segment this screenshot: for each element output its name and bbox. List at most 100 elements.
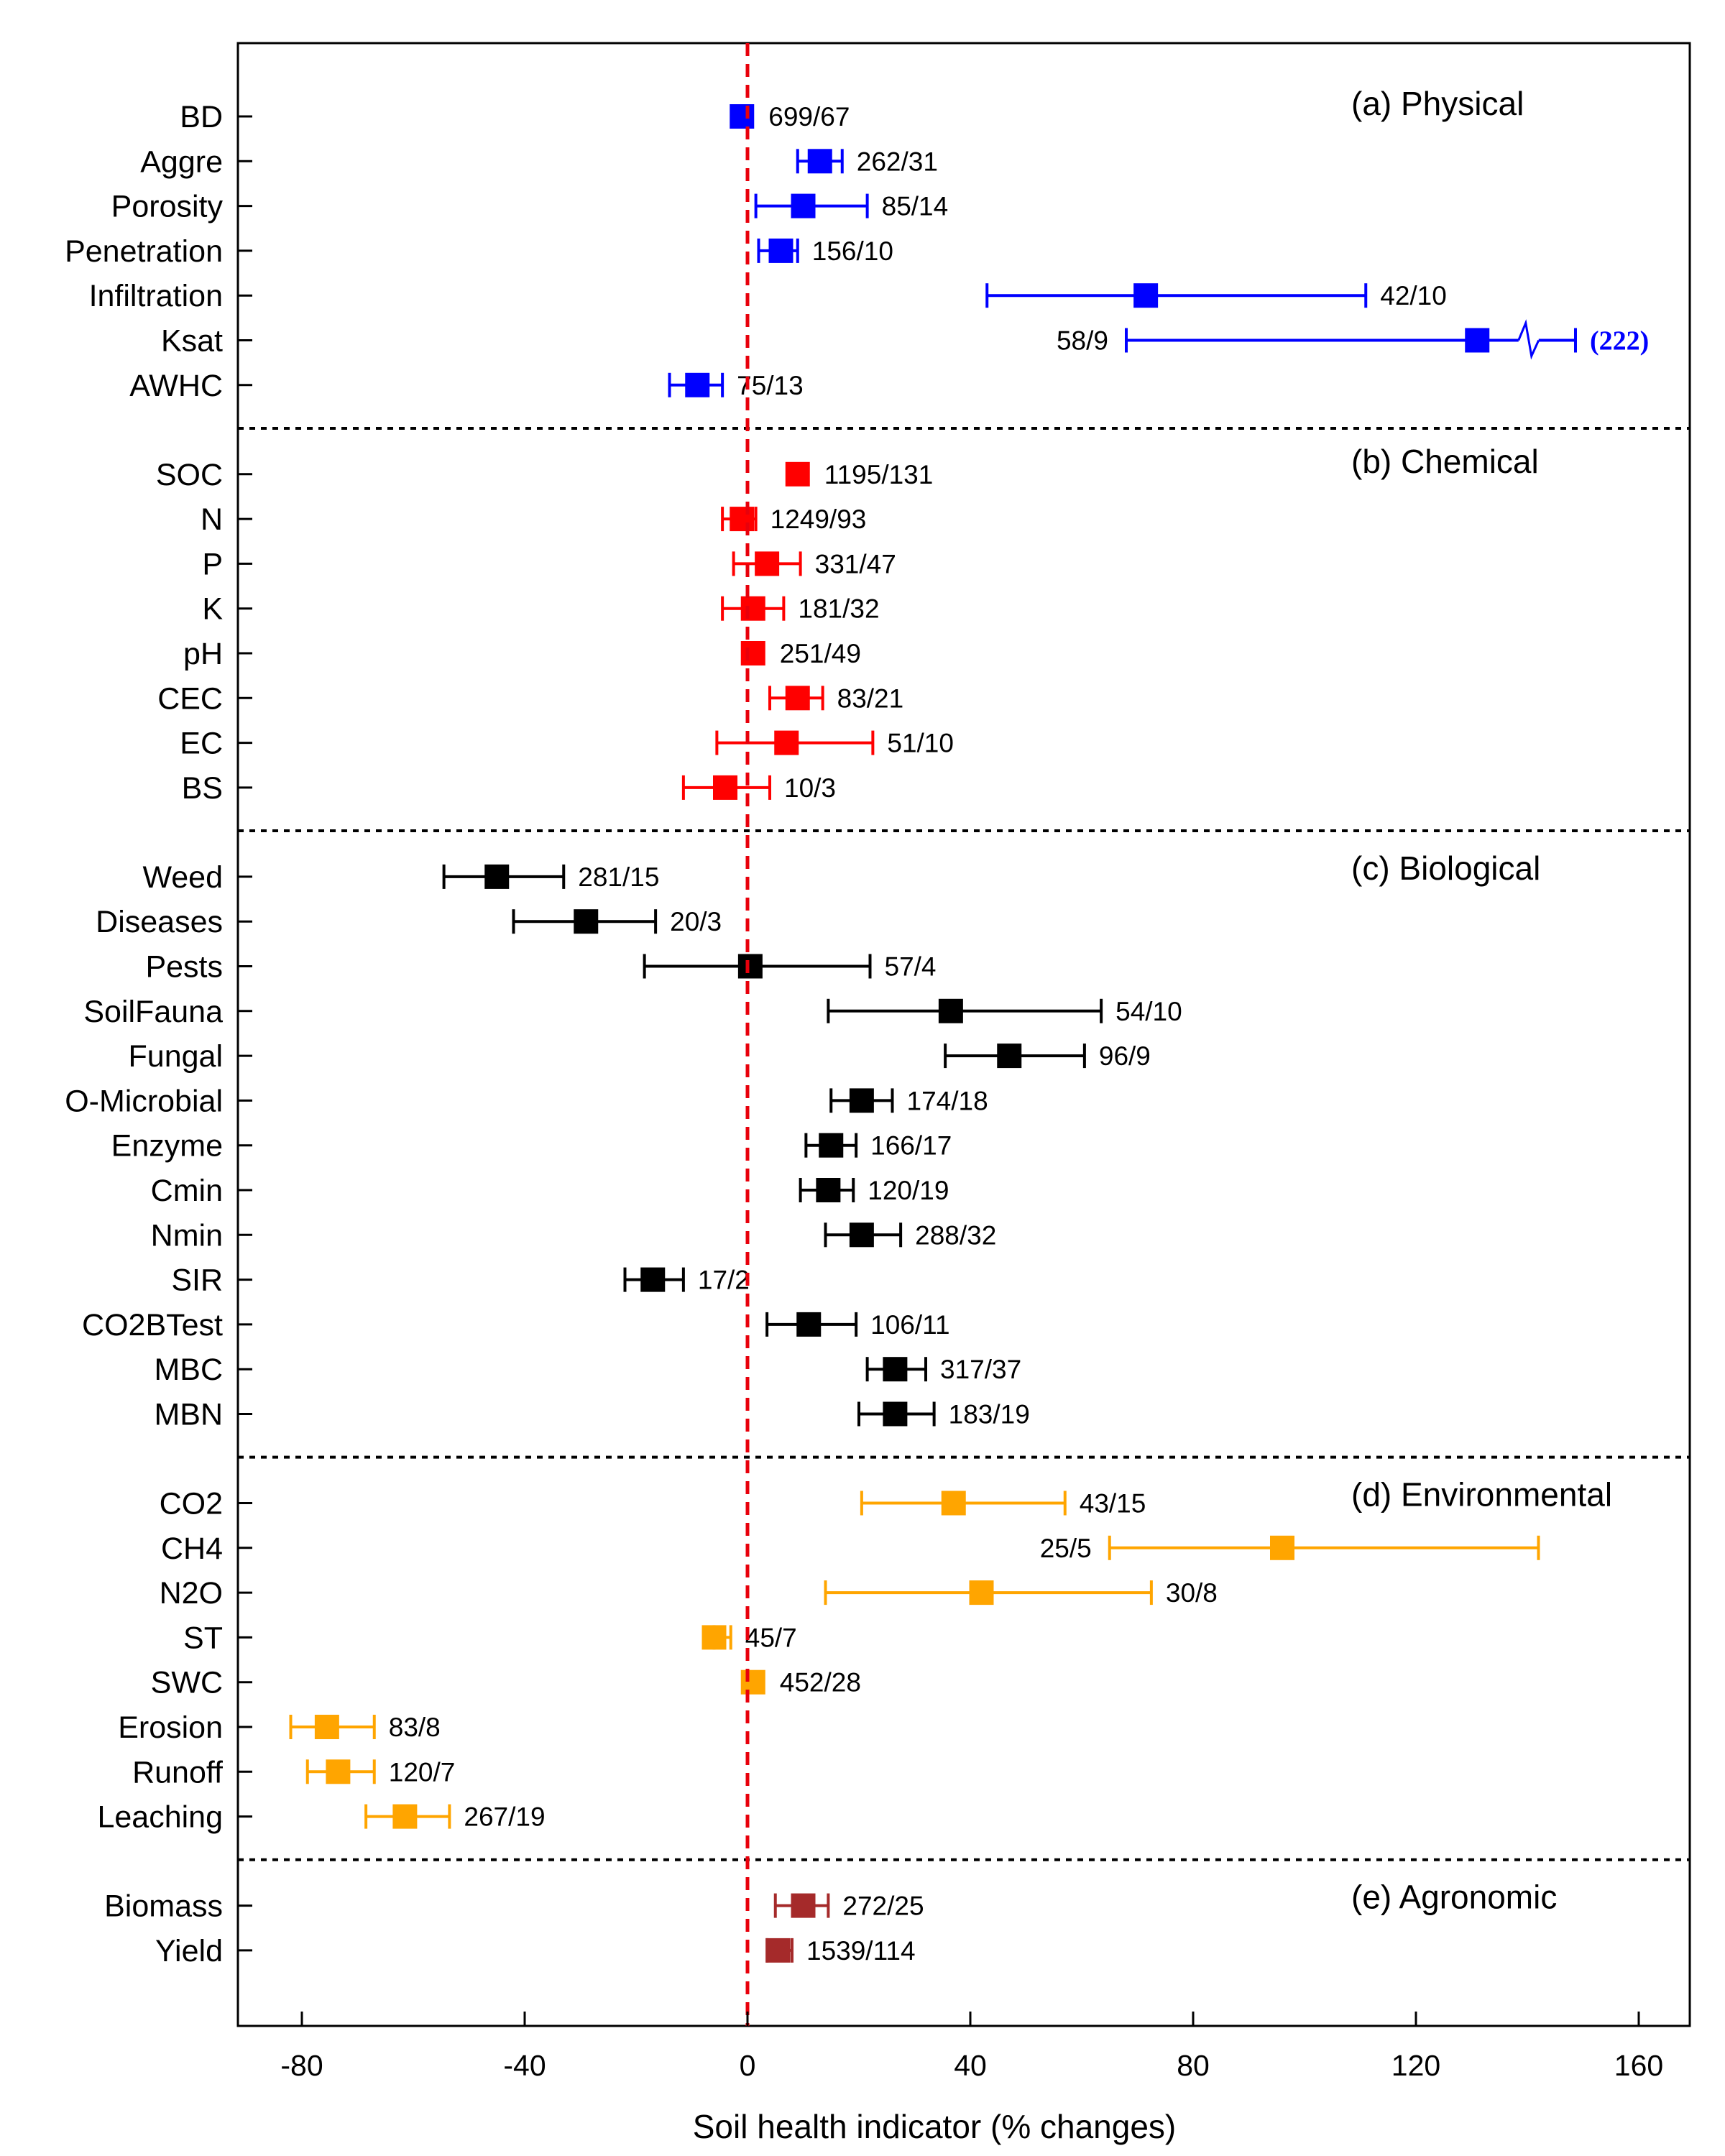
sample-count-label: 43/15 — [1080, 1489, 1146, 1519]
row-label: SWC — [151, 1666, 223, 1700]
mean-marker — [685, 372, 710, 397]
mean-marker — [740, 596, 765, 621]
mean-marker — [755, 551, 780, 576]
row-label: AWHC — [129, 369, 223, 403]
sample-count-label: 17/2 — [698, 1266, 750, 1295]
mean-marker — [816, 1178, 841, 1202]
row-co2: CO2 43/15 — [160, 1487, 1146, 1521]
row-k: K 181/32 — [202, 592, 879, 627]
mean-marker — [883, 1401, 908, 1427]
row-label: Runoff — [132, 1755, 224, 1789]
panel-title: (c) Biological — [1351, 849, 1540, 887]
row-soc: SOC 1195/131 — [156, 458, 934, 492]
x-tick-label: 120 — [1392, 2049, 1440, 2082]
row-weed: Weed 281/15 — [142, 860, 659, 895]
row-ksat: Ksat 58/9 (222) — [161, 319, 1649, 360]
mean-marker — [765, 1938, 791, 1963]
row-enzyme: Enzyme 166/17 — [111, 1129, 952, 1164]
mean-marker — [941, 1491, 966, 1516]
mean-marker — [730, 507, 755, 532]
row-awhc: AWHC 75/13 — [129, 369, 804, 403]
row-label: P — [202, 547, 223, 581]
panel-title: (a) Physical — [1351, 85, 1524, 122]
sample-count-label: 45/7 — [745, 1623, 797, 1652]
mean-marker — [737, 954, 763, 979]
data-rows: BD 699/67 Aggre 262/31 Porosity 85/14 Penetrat… — [65, 100, 1649, 1968]
row-label: SoilFauna — [83, 995, 223, 1029]
row-label: Diseases — [96, 905, 223, 939]
axis-break-mark — [1517, 319, 1540, 360]
sample-count-label: 85/14 — [882, 192, 949, 221]
mean-marker — [883, 1357, 908, 1382]
panel-title: (b) Chemical — [1351, 443, 1539, 480]
row-label: Leaching — [97, 1800, 223, 1835]
mean-marker — [1465, 328, 1490, 353]
sample-count-label: 267/19 — [464, 1802, 545, 1832]
row-label: N2O — [160, 1576, 223, 1611]
x-tick-label: 0 — [740, 2049, 756, 2082]
row-penetration: Penetration 156/10 — [65, 234, 893, 269]
row-nmin: Nmin 288/32 — [151, 1218, 997, 1253]
plot-frame — [236, 42, 1691, 2027]
row-label: Cmin — [151, 1174, 223, 1208]
row-o-microbial: O-Microbial 174/18 — [65, 1084, 988, 1118]
row-label: Aggre — [140, 144, 223, 179]
row-label: Weed — [142, 860, 223, 895]
mean-marker — [785, 461, 810, 487]
sample-count-label: 262/31 — [857, 147, 938, 176]
sample-count-label: 166/17 — [870, 1131, 952, 1161]
mean-marker — [730, 104, 755, 129]
sample-count-label: 10/3 — [784, 773, 836, 803]
row-ch4: CH4 25/5 — [161, 1531, 1540, 1566]
sample-count-label: 120/19 — [868, 1176, 949, 1205]
row-label: Porosity — [111, 190, 224, 224]
row-label: O-Microbial — [65, 1084, 223, 1118]
row-infiltration: Infiltration 42/10 — [89, 279, 1447, 313]
row-label: MBN — [154, 1398, 223, 1432]
x-axis-title: Soil health indicator (% changes) — [693, 2108, 1176, 2145]
row-yield: Yield 1539/114 — [155, 1934, 916, 1968]
sample-count-label: 317/37 — [940, 1355, 1021, 1384]
row-mbn: MBN 183/19 — [154, 1398, 1029, 1432]
sample-count-label: 51/10 — [887, 729, 954, 758]
mean-marker — [774, 730, 799, 755]
row-swc: SWC 452/28 — [151, 1666, 861, 1700]
x-tick-label: 80 — [1177, 2049, 1210, 2082]
row-label: CO2 — [160, 1487, 223, 1521]
sample-count-label: 30/8 — [1166, 1578, 1218, 1608]
sample-count-label: 1249/93 — [770, 505, 867, 534]
row-cmin: Cmin 120/19 — [151, 1174, 949, 1208]
row-label: Infiltration — [89, 279, 223, 313]
sample-count-label: 1539/114 — [806, 1936, 916, 1966]
row-label: SOC — [156, 458, 223, 492]
row-label: Biomass — [104, 1889, 223, 1924]
mean-marker — [849, 1088, 874, 1113]
row-leaching: Leaching 267/19 — [97, 1800, 545, 1835]
mean-marker — [314, 1715, 339, 1739]
mean-marker — [807, 149, 832, 174]
sample-count-label: 106/11 — [870, 1310, 949, 1340]
mean-marker — [785, 686, 810, 711]
upper-ci-value-label: (222) — [1590, 326, 1649, 356]
sample-count-label: 251/49 — [780, 639, 861, 668]
row-label: CH4 — [161, 1531, 223, 1566]
row-label: Enzyme — [111, 1129, 223, 1164]
row-co2btest: CO2BTest 106/11 — [82, 1308, 950, 1342]
row-label: Penetration — [65, 234, 223, 269]
sample-count-label: 156/10 — [812, 236, 893, 266]
mean-marker — [791, 1893, 816, 1918]
row-p: P 331/47 — [202, 547, 896, 581]
sample-count-label: 699/67 — [768, 102, 850, 132]
x-tick-label: 40 — [954, 2049, 987, 2082]
mean-marker — [796, 1312, 822, 1337]
row-ec: EC 51/10 — [180, 727, 954, 761]
sample-count-label: 288/32 — [915, 1220, 996, 1250]
sample-count-label: 83/8 — [389, 1713, 441, 1742]
mean-marker — [997, 1044, 1022, 1069]
sample-count-label: 452/28 — [780, 1668, 861, 1697]
mean-marker — [702, 1625, 727, 1650]
row-aggre: Aggre 262/31 — [140, 144, 938, 179]
row-fungal: Fungal 96/9 — [129, 1039, 1151, 1074]
row-diseases: Diseases 20/3 — [96, 905, 722, 939]
